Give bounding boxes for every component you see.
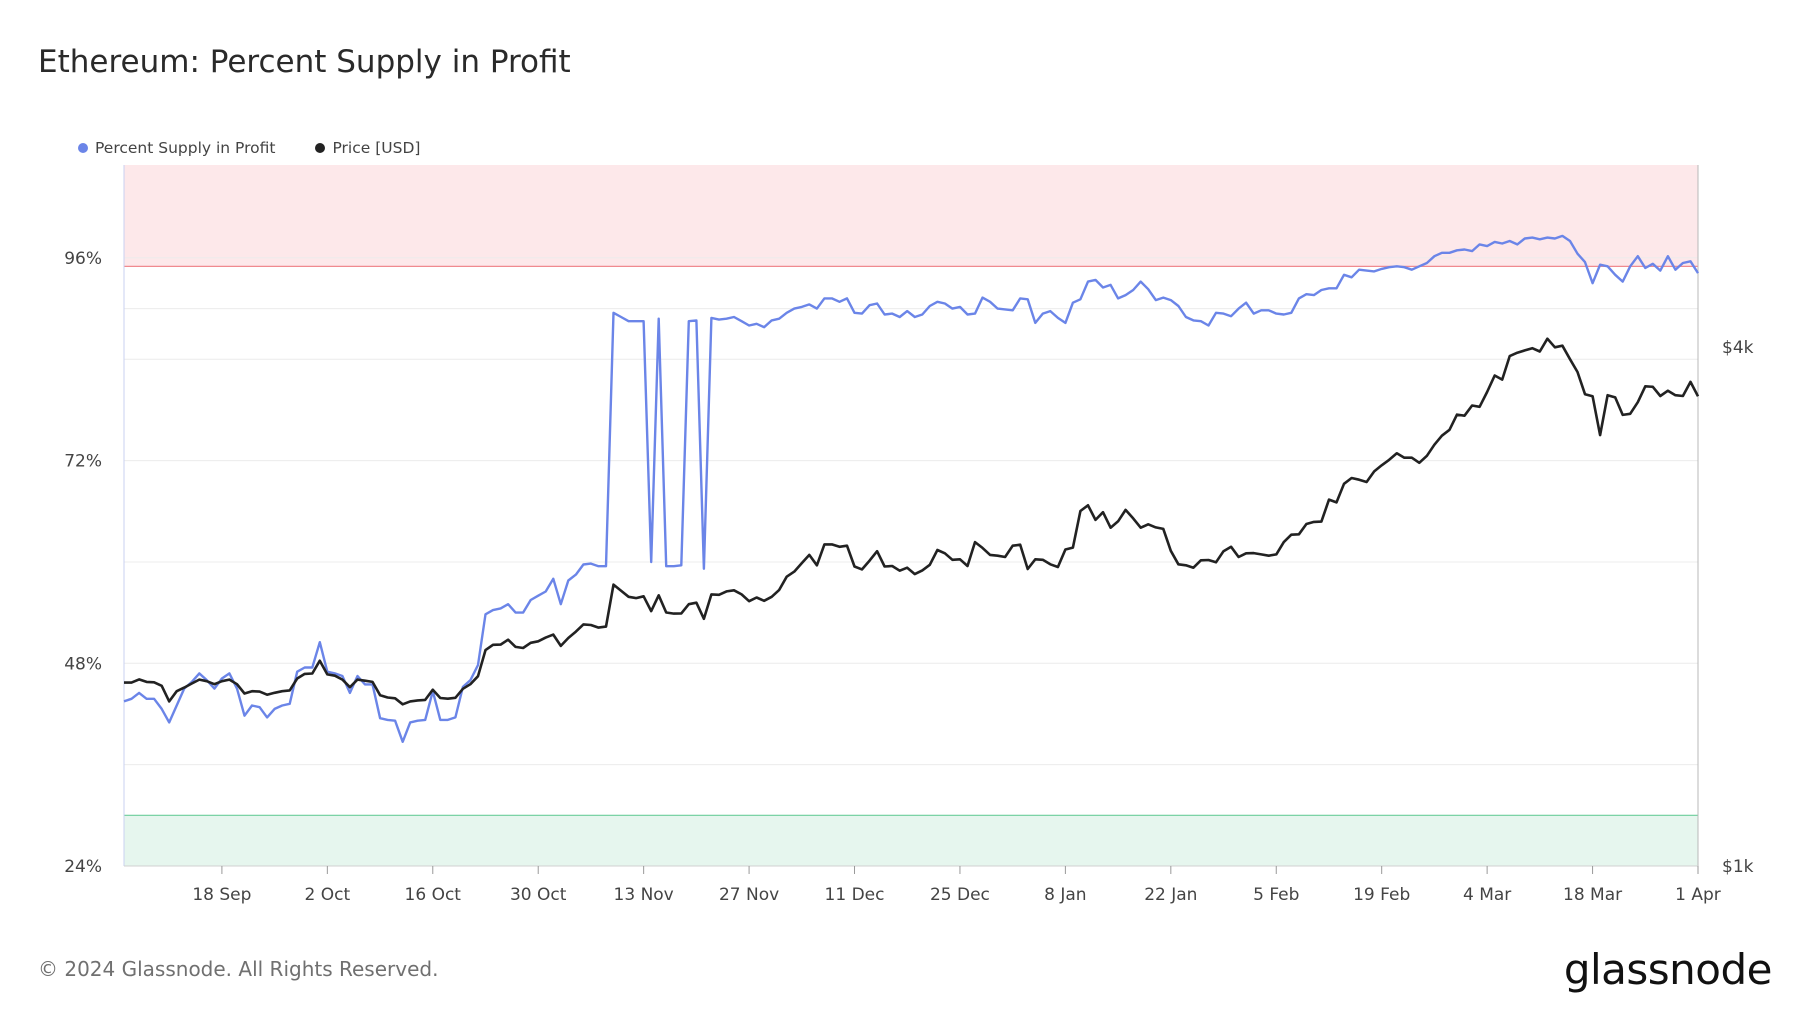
copyright-text: © 2024 Glassnode. All Rights Reserved. bbox=[38, 957, 439, 981]
y-left-tick-label: 72% bbox=[64, 452, 102, 472]
x-tick-label: 22 Jan bbox=[1144, 885, 1197, 905]
x-tick-label: 8 Jan bbox=[1044, 885, 1086, 905]
x-tick-label: 16 Oct bbox=[405, 885, 462, 905]
y-right-tick-label: $1k bbox=[1722, 857, 1754, 877]
x-tick-label: 19 Feb bbox=[1353, 885, 1410, 905]
page-title: Ethereum: Percent Supply in Profit bbox=[38, 44, 571, 80]
y-right-tick-label: $4k bbox=[1722, 338, 1754, 358]
x-tick-label: 5 Feb bbox=[1253, 885, 1299, 905]
x-tick-label: 18 Mar bbox=[1563, 885, 1622, 905]
legend-label-supply: Percent Supply in Profit bbox=[95, 139, 276, 157]
legend-label-price: Price [USD] bbox=[332, 139, 421, 157]
chart-legend: Percent Supply in Profit Price [USD] bbox=[78, 139, 460, 157]
legend-item-supply[interactable]: Percent Supply in Profit bbox=[78, 139, 275, 157]
legend-item-price[interactable]: Price [USD] bbox=[315, 139, 420, 157]
legend-dot-supply-icon bbox=[78, 143, 88, 153]
upper-zone bbox=[124, 165, 1698, 267]
series-line-supply bbox=[123, 234, 1700, 743]
x-tick-label: 2 Oct bbox=[305, 885, 351, 905]
lower-zone bbox=[124, 815, 1698, 866]
x-tick-label: 30 Oct bbox=[510, 885, 567, 905]
x-tick-label: 27 Nov bbox=[719, 885, 779, 905]
series-line-price bbox=[124, 337, 1700, 706]
x-tick-label: 18 Sep bbox=[192, 885, 251, 905]
x-tick-label: 4 Mar bbox=[1463, 885, 1511, 905]
y-left-tick-label: 96% bbox=[64, 249, 102, 269]
x-tick-label: 11 Dec bbox=[825, 885, 885, 905]
y-left-tick-label: 48% bbox=[64, 654, 102, 674]
brand-logo: glassnode bbox=[1563, 945, 1773, 994]
x-tick-label: 25 Dec bbox=[930, 885, 990, 905]
legend-dot-price-icon bbox=[315, 143, 326, 153]
x-tick-label: 1 Apr bbox=[1675, 885, 1721, 905]
y-left-tick-label: 24% bbox=[64, 857, 102, 877]
x-tick-label: 13 Nov bbox=[614, 885, 674, 905]
